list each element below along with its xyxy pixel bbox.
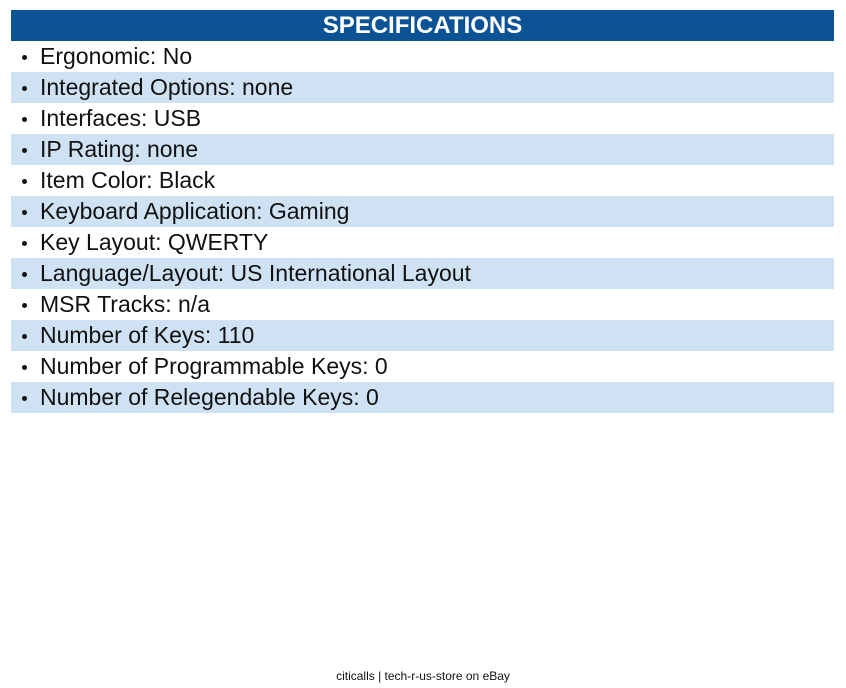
spec-row: Number of Programmable Keys: 0 — [11, 351, 834, 382]
spec-text: Interfaces: USB — [40, 105, 202, 131]
header-title: SPECIFICATIONS — [11, 10, 834, 41]
bullet — [22, 303, 27, 308]
spec-list: Ergonomic: No Integrated Options: none Int… — [11, 41, 834, 413]
spec-text: Number of Programmable Keys: 0 — [40, 353, 388, 379]
spec-text: Ergonomic: No — [40, 43, 193, 69]
spec-row: Number of Relegendable Keys: 0 — [11, 382, 834, 413]
footer: citicalls | tech-r-us-store on eBay — [336, 669, 510, 683]
spec-text: Item Color: Black — [40, 167, 216, 193]
spec-row: Keyboard Application: Gaming — [11, 196, 834, 227]
spec-text: Keyboard Application: Gaming — [40, 198, 350, 224]
spec-row: Key Layout: QWERTY — [11, 227, 834, 258]
spec-row: Number of Keys: 110 — [11, 320, 834, 351]
spec-text: Language/Layout: US International Layout — [40, 260, 471, 286]
bullet — [22, 148, 27, 153]
spec-row: Interfaces: USB — [11, 103, 834, 134]
spec-row: Ergonomic: No — [11, 41, 834, 72]
bullet — [22, 86, 27, 91]
bullet — [22, 117, 27, 122]
bullet — [22, 241, 27, 246]
bullet — [22, 334, 27, 339]
spec-text: Key Layout: QWERTY — [40, 229, 269, 255]
spec-text: Number of Relegendable Keys: 0 — [40, 384, 379, 410]
spec-row: MSR Tracks: n/a — [11, 289, 834, 320]
bullet — [22, 365, 27, 370]
bullet — [22, 210, 27, 215]
spec-row: Item Color: Black — [11, 165, 834, 196]
spec-text: MSR Tracks: n/a — [40, 291, 210, 317]
spec-text: Number of Keys: 110 — [40, 322, 255, 348]
bullet — [22, 55, 27, 60]
spec-row: Integrated Options: none — [11, 72, 834, 103]
bullet — [22, 179, 27, 184]
spec-text: IP Rating: none — [40, 136, 199, 162]
spec-row: IP Rating: none — [11, 134, 834, 165]
spec-row: Language/Layout: US International Layout — [11, 258, 834, 289]
bullet — [22, 272, 27, 277]
spec-text: Integrated Options: none — [40, 74, 294, 100]
bullet — [22, 396, 27, 401]
